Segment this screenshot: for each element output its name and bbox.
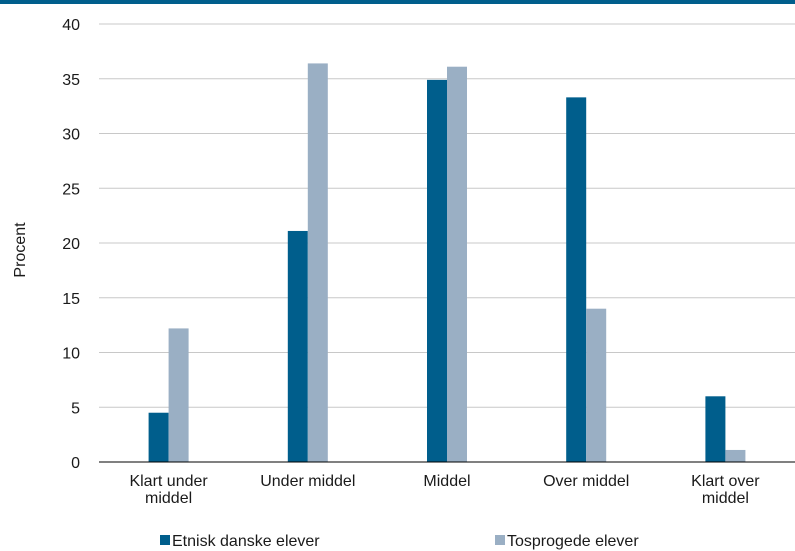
- x-category-label: Klart under middel: [129, 473, 208, 507]
- legend-label: Tosprogede elever: [507, 533, 639, 550]
- legend-label: Etnisk danske elever: [172, 533, 320, 550]
- x-category-label: Middel: [423, 473, 470, 490]
- legend-swatch: [495, 535, 505, 545]
- y-tick-label: 30: [62, 127, 80, 144]
- y-tick-label: 25: [62, 181, 80, 198]
- bar-etnisk-danske-3: [566, 97, 587, 463]
- x-category-label: Under middel: [260, 473, 355, 490]
- y-tick-label: 40: [62, 17, 80, 34]
- y-tick-label: 20: [62, 236, 80, 253]
- bar-tosprogede-2: [447, 66, 467, 462]
- bar-etnisk-danske-4: [705, 396, 726, 462]
- y-axis-label: Procent: [12, 222, 29, 278]
- legend-swatch: [160, 535, 170, 545]
- x-category-label: Over middel: [543, 473, 629, 490]
- y-tick-label: 15: [62, 291, 80, 308]
- x-axis-categories: Klart under middel Under middel Middel Over …: [129, 473, 760, 507]
- y-tick-label: 0: [71, 455, 80, 472]
- bars: [148, 63, 746, 463]
- top-rule: [0, 0, 795, 4]
- y-tick-label: 5: [71, 400, 80, 417]
- bar-tosprogede-4: [725, 449, 746, 462]
- y-tick-label: 10: [62, 346, 80, 363]
- x-category-label: Klart over middel: [691, 473, 760, 507]
- bar-etnisk-danske-1: [287, 230, 308, 462]
- bar-tosprogede-3: [586, 308, 607, 462]
- legend: Etnisk danske elever Tosprogede elever: [160, 533, 639, 550]
- bar-tosprogede-1: [307, 63, 328, 463]
- bar-etnisk-danske-2: [427, 79, 447, 462]
- y-tick-label: 35: [62, 72, 80, 89]
- y-axis-ticks: 0 5 10 15 20 25 30 35 40: [62, 17, 80, 472]
- bar-tosprogede-0: [168, 328, 189, 462]
- bar-etnisk-danske-0: [148, 412, 169, 462]
